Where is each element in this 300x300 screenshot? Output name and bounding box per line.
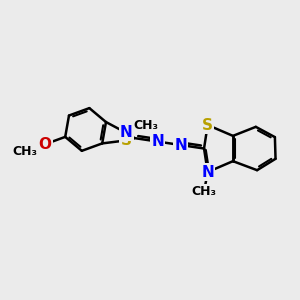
Text: CH₃: CH₃ (191, 185, 217, 198)
Text: S: S (202, 118, 213, 133)
Text: O: O (38, 137, 51, 152)
Text: CH₃: CH₃ (12, 145, 37, 158)
Text: N: N (174, 137, 187, 152)
Text: N: N (201, 164, 214, 179)
Text: S: S (120, 133, 131, 148)
Text: CH₃: CH₃ (134, 119, 158, 132)
Text: N: N (151, 134, 164, 149)
Text: N: N (120, 125, 133, 140)
